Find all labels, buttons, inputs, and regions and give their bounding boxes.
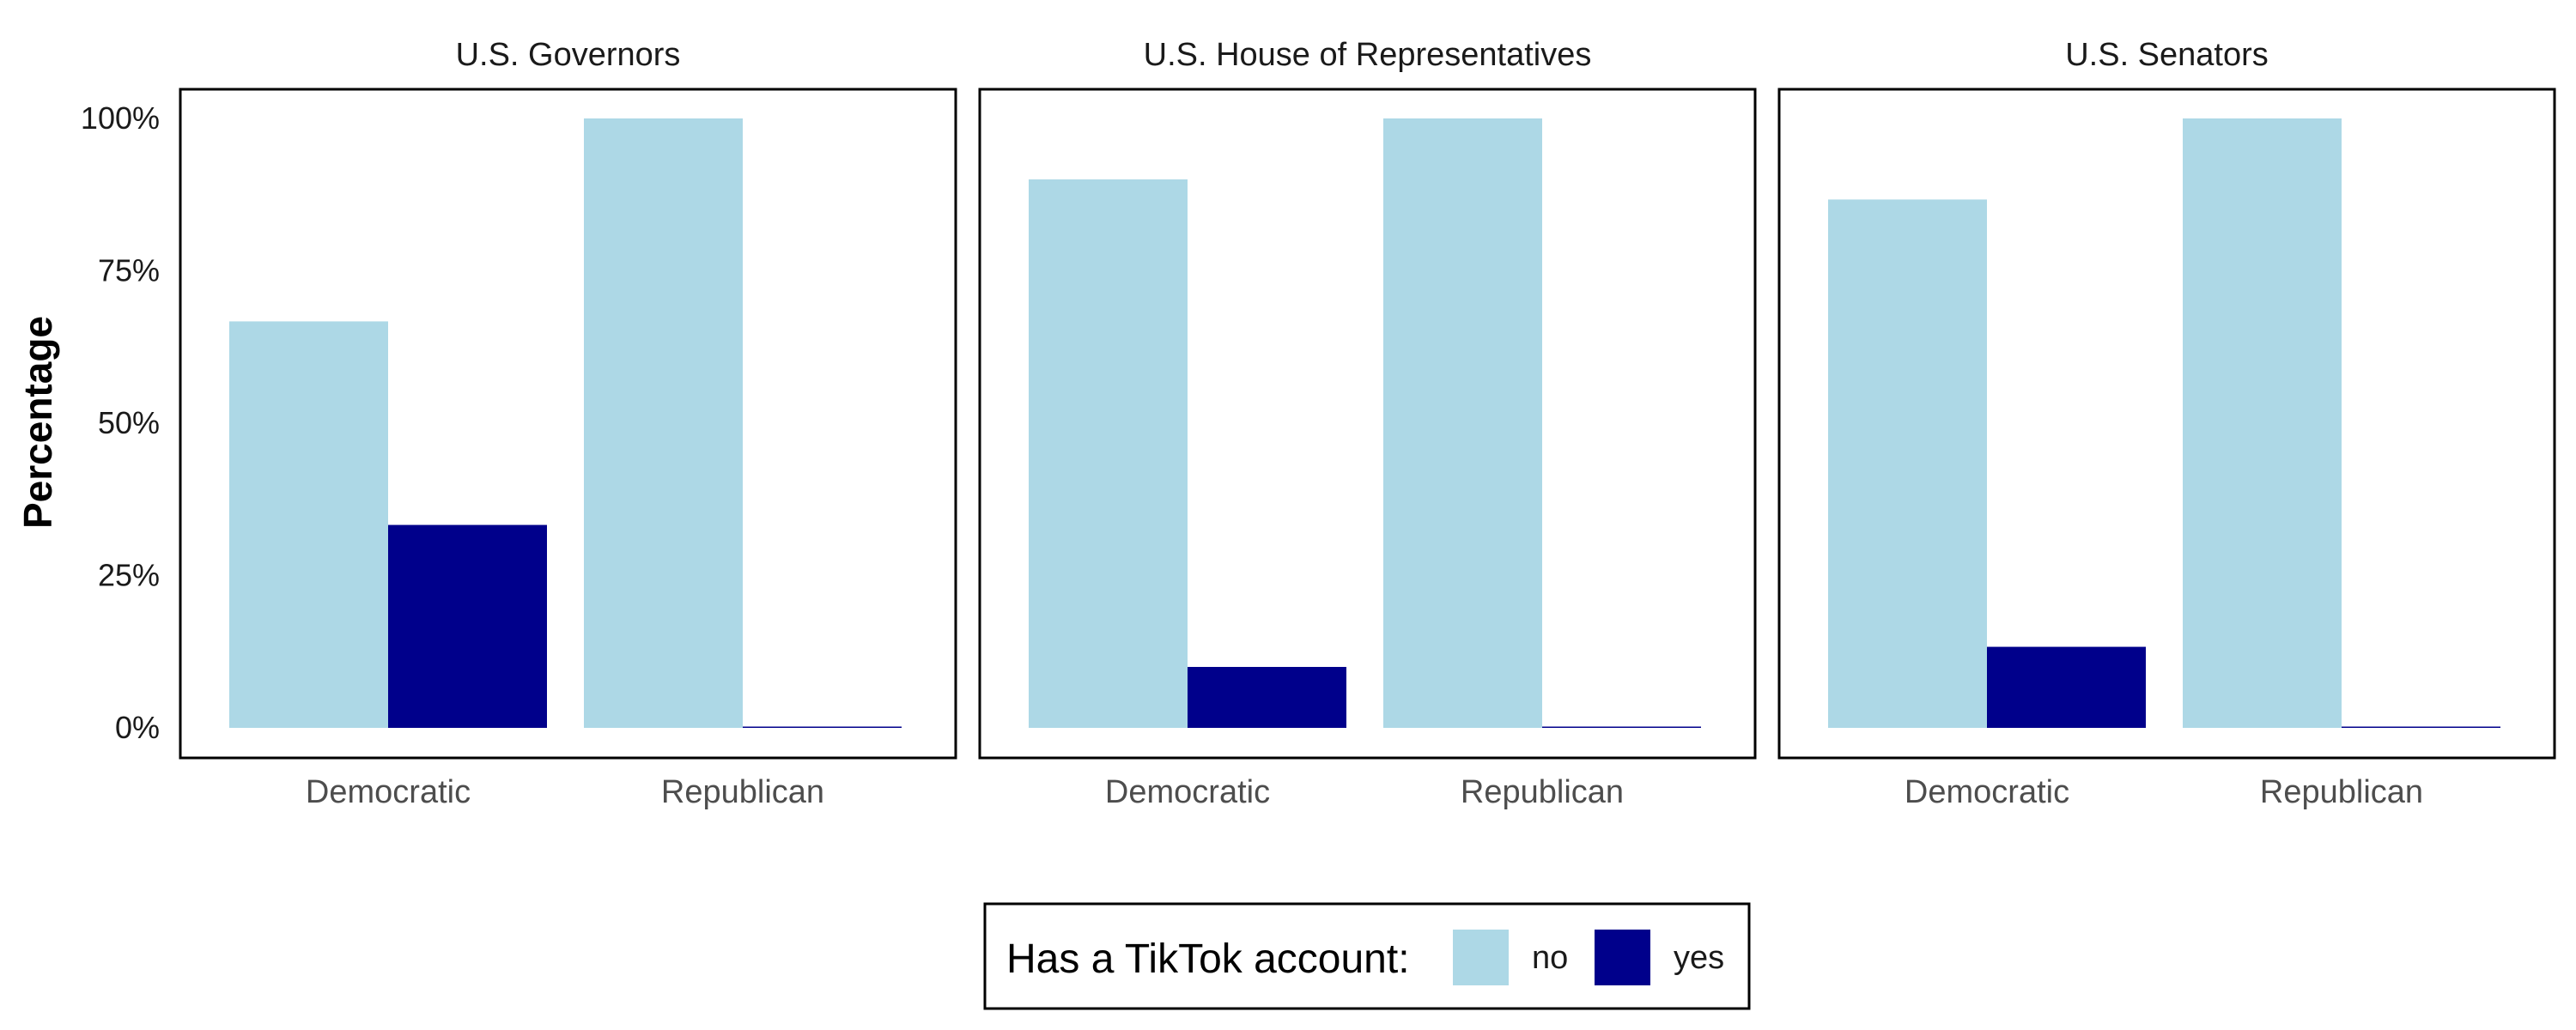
bar-yes	[743, 726, 902, 728]
panel-border	[978, 88, 1757, 760]
facet-title: U.S. House of Representatives	[1144, 37, 1592, 73]
bar-yes	[1987, 646, 2146, 728]
legend-items: no yes	[1453, 930, 1724, 985]
x-tick-label: Democratic	[1905, 774, 2069, 810]
bar-yes	[1542, 726, 1701, 728]
bar-no	[229, 321, 388, 728]
facet-panel: U.S. Governors Democratic Republican	[179, 37, 957, 810]
y-tick-label: 50%	[98, 405, 160, 440]
panel-border	[179, 88, 957, 760]
panel-border	[1777, 88, 2556, 760]
bar-no	[1828, 199, 1987, 728]
legend-label-yes: yes	[1674, 940, 1724, 976]
x-tick-label: Democratic	[306, 774, 471, 810]
y-tick-label: 25%	[98, 558, 160, 593]
bar-yes	[2342, 726, 2500, 728]
bar-no	[2183, 118, 2342, 728]
x-tick-label: Democratic	[1105, 774, 1270, 810]
legend-title: Has a TikTok account:	[1006, 936, 1410, 982]
x-tick-label: Republican	[661, 774, 824, 810]
y-tick-label: 100%	[81, 100, 160, 136]
y-tick-label: 75%	[98, 253, 160, 288]
legend: Has a TikTok account: no yes	[983, 902, 1751, 1010]
bar-no	[1383, 118, 1542, 728]
x-tick-label: Republican	[2260, 774, 2423, 810]
facet-title: U.S. Governors	[456, 37, 681, 73]
bar-yes	[388, 524, 547, 728]
legend-swatch-yes	[1595, 930, 1650, 985]
facets: 0% 25% 50% 75% 100% U.S. Governors Democratic R…	[81, 37, 2556, 810]
facet-title: U.S. Senators	[2065, 37, 2269, 73]
facet-panel: U.S. Senators Democratic Republican	[1777, 37, 2556, 810]
x-tick-label: Republican	[1461, 774, 1624, 810]
bar-no	[1029, 179, 1188, 728]
facet-panel: U.S. House of Representatives Democratic R…	[978, 37, 1757, 810]
legend-label-no: no	[1532, 940, 1568, 976]
bar-no	[584, 118, 743, 728]
y-tick-label: 0%	[115, 710, 160, 745]
y-axis-label: Percentage	[15, 316, 60, 529]
bar-yes	[1188, 667, 1346, 728]
legend-swatch-no	[1453, 930, 1509, 985]
